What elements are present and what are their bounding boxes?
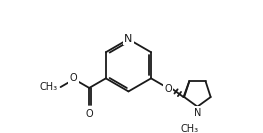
Text: CH₃: CH₃ <box>40 82 58 92</box>
Text: O: O <box>85 109 93 119</box>
Text: CH₃: CH₃ <box>180 124 199 133</box>
Text: N: N <box>194 107 201 118</box>
Text: N: N <box>124 34 133 44</box>
Text: O: O <box>69 73 77 83</box>
Text: O: O <box>164 84 172 94</box>
